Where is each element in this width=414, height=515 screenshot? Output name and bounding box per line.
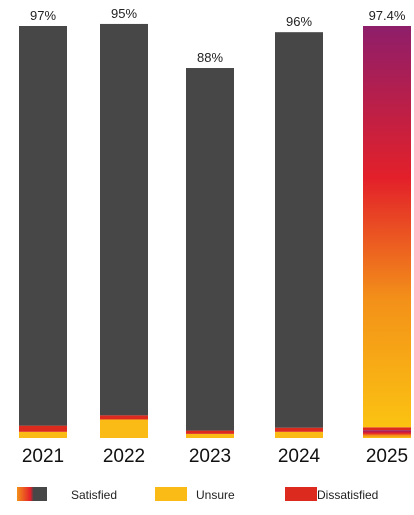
bar-unsure-2025	[363, 430, 411, 438]
value-label-2023: 88%	[197, 50, 223, 65]
labels-layer: 97% 2021 95% 2022 88% 2023 96% 2024 97.4% 2025	[22, 6, 408, 467]
bars-layer	[19, 23, 411, 438]
bar-unsure-2024	[275, 431, 323, 438]
bar-satisfied-2021	[19, 26, 67, 426]
legend-swatch-dissatisfied	[285, 487, 317, 501]
value-label-2025: 97.4%	[369, 8, 406, 23]
bar-dissatisfied-2021	[19, 425, 67, 432]
bar-unsure-2022	[100, 419, 148, 438]
legend-swatch-unsure	[155, 487, 187, 501]
legend-label-dissatisfied: Dissatisfied	[317, 488, 378, 502]
value-label-2021: 97%	[30, 8, 56, 23]
legend-label-unsure: Unsure	[196, 488, 235, 502]
bar-dissatisfied-2022	[100, 415, 148, 420]
legend: Satisfied Unsure Dissatisfied	[17, 487, 378, 502]
bar-unsure-2021	[19, 431, 67, 438]
year-label-2024: 2024	[278, 446, 321, 467]
year-label-2021: 2021	[22, 446, 64, 467]
year-label-2022: 2022	[103, 446, 145, 467]
legend-label-satisfied: Satisfied	[71, 488, 117, 502]
bar-satisfied-2025	[363, 26, 411, 428]
year-label-2023: 2023	[189, 446, 231, 467]
legend-swatch-satisfied	[17, 487, 47, 501]
year-label-2025: 2025	[366, 446, 408, 467]
value-label-2024: 96%	[286, 14, 312, 29]
bar-dissatisfied-2025	[363, 427, 411, 431]
value-label-2022: 95%	[111, 6, 137, 21]
bar-dissatisfied-2024	[275, 427, 323, 432]
bar-unsure-2023	[186, 433, 234, 438]
bar-satisfied-2023	[186, 68, 234, 431]
bar-dissatisfied-2023	[186, 430, 234, 434]
bar-satisfied-2024	[275, 32, 323, 428]
bar-satisfied-2022	[100, 23, 148, 416]
